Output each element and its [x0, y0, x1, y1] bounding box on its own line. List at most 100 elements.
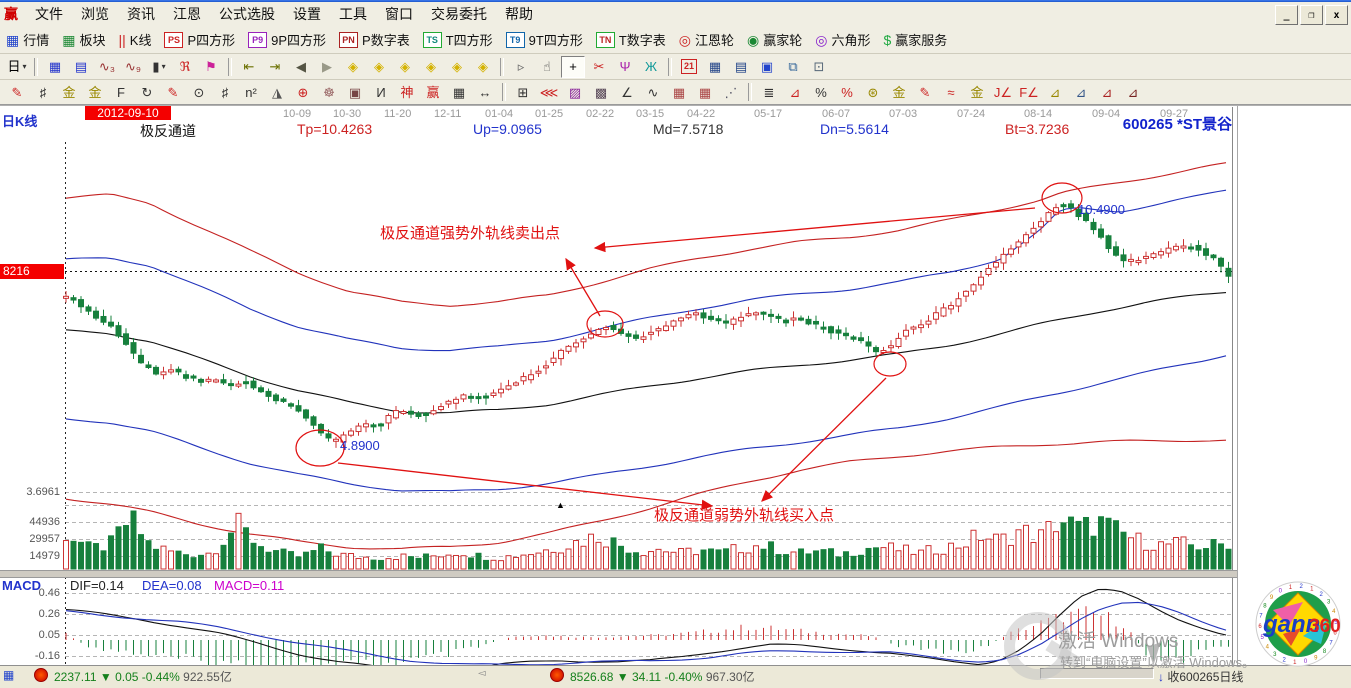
f-angle-icon[interactable]: F∠	[1019, 84, 1039, 100]
ruler2-icon[interactable]: ♯	[221, 84, 229, 100]
shortcut-p-table[interactable]: PN P数字表	[339, 30, 410, 49]
chart-area[interactable]: 10-09 10-30 11-20 12-11 01-04 01-25 02-22 03-15…	[0, 105, 1351, 666]
gann-horizontal-icon[interactable]: ◈	[400, 59, 410, 74]
fan-lines-icon[interactable]: ⋘	[539, 84, 559, 100]
menu-item-工具[interactable]: 工具	[339, 6, 367, 22]
menu-item-江恩[interactable]: 江恩	[173, 6, 201, 22]
sell-point-annotation[interactable]: 极反通道强势外轨线卖出点	[380, 225, 561, 242]
gold2-angle-icon[interactable]: ⊿	[1049, 84, 1061, 100]
brush-icon[interactable]: ✎	[11, 84, 23, 100]
pen-red-icon[interactable]: ✎	[167, 84, 179, 100]
zigzag-icon[interactable]: ∿	[647, 84, 659, 100]
shortcut-sector[interactable]: ▦ 板块	[62, 30, 105, 49]
gold-circle-icon[interactable]: ⊛	[867, 84, 879, 100]
wave3-icon[interactable]: ∿₃	[98, 59, 116, 74]
shortcut-9t-square[interactable]: T9 9T四方形	[505, 30, 583, 49]
shen-tool-icon[interactable]: 神	[400, 84, 414, 100]
erase-line-icon[interactable]: ✂	[593, 59, 605, 74]
shortcut-kline[interactable]: || K线	[119, 30, 152, 49]
gann-right-icon[interactable]: ◈	[374, 59, 384, 74]
shortcut-hexagon[interactable]: ◎ 六角形	[815, 30, 870, 49]
gann-full-icon[interactable]: ◈	[478, 59, 488, 74]
shortcut-9p-square[interactable]: P9 9P四方形	[248, 30, 326, 49]
candle-style-selector[interactable]: ▮ ▾	[152, 59, 166, 74]
menu-item-设置[interactable]: 设置	[293, 6, 321, 22]
dark-box-icon[interactable]: ▩	[594, 84, 608, 100]
shortcut-winner-wheel[interactable]: ◉ 赢家轮	[747, 30, 802, 49]
rays-icon[interactable]: ⋰	[724, 84, 738, 100]
calculator-icon[interactable]: ▦	[708, 59, 722, 74]
pointer-icon[interactable]: ▹	[517, 59, 525, 74]
gann-left-icon[interactable]: ◈	[348, 59, 358, 74]
menu-item-窗口[interactable]: 窗口	[385, 6, 413, 22]
golden-box-icon[interactable]: 金	[88, 84, 102, 100]
minimize-button[interactable]: _	[1275, 5, 1298, 25]
grid-red-icon[interactable]: ▦	[672, 84, 686, 100]
menu-item-资讯[interactable]: 资讯	[127, 6, 155, 22]
draw-teal-icon[interactable]: Ж	[644, 59, 657, 74]
buy-point-annotation[interactable]: 极反通道弱势外轨线买入点	[654, 507, 835, 524]
shortcut-winner-service[interactable]: $ 赢家服务	[883, 30, 947, 49]
gann-expand-icon[interactable]: ◈	[452, 59, 462, 74]
angle-pen-icon[interactable]: ∠	[621, 84, 633, 100]
index2-quote[interactable]: 8526.68 ▼ 34.11 -0.40% 967.30亿	[570, 670, 755, 684]
menu-item-文件[interactable]: 文件	[35, 6, 63, 22]
next-bar-icon[interactable]: ▶	[322, 59, 332, 74]
fib-icon[interactable]: F	[117, 84, 125, 100]
shortcut-quote[interactable]: ▦ 行情	[6, 30, 49, 49]
period-day-selector[interactable]: 日 ▾	[7, 59, 27, 74]
menu-item-交易委托[interactable]: 交易委托	[431, 6, 487, 22]
shortcut-t-square[interactable]: TS T四方形	[422, 30, 493, 49]
wave9-icon[interactable]: ∿₉	[124, 59, 142, 74]
shortcut-p-square[interactable]: PS P四方形	[164, 30, 235, 49]
last-bar-icon[interactable]: ⇥	[269, 59, 281, 74]
percent-tri-icon[interactable]: ⊿	[789, 84, 801, 100]
pane-scroll-left-icon[interactable]: ◅	[478, 668, 486, 679]
speed-angle-icon[interactable]: ⊿	[1075, 84, 1087, 100]
n2-icon[interactable]: n²	[245, 84, 257, 100]
calendar-icon[interactable]: 21	[677, 56, 701, 78]
index1-quote[interactable]: 2237.11 ▼ 0.05 -0.44% 922.55亿	[54, 670, 232, 684]
notepad-icon[interactable]: ▤	[734, 59, 748, 74]
j-angle-icon[interactable]: J∠	[993, 84, 1013, 100]
info-doc-icon[interactable]: ▤	[74, 59, 88, 74]
gann-vertical-icon[interactable]: ◈	[426, 59, 436, 74]
compass-icon[interactable]: ◮	[272, 84, 282, 100]
ink-icon[interactable]: ✎	[919, 84, 931, 100]
restore-button[interactable]: ❐	[1300, 5, 1323, 25]
stats-icon[interactable]: ≣	[763, 84, 775, 100]
shortcut-t-table[interactable]: TN T数字表	[595, 30, 666, 49]
price-chart-canvas[interactable]	[0, 106, 1237, 666]
channel-wave-icon[interactable]: ≈	[947, 84, 955, 100]
cycle-circle-icon[interactable]: ⊙	[193, 84, 205, 100]
gold-line-icon[interactable]: 金	[892, 84, 906, 100]
target-box-icon[interactable]: ▣	[348, 84, 362, 100]
shortcut-gann-wheel[interactable]: ◎ 江恩轮	[679, 30, 734, 49]
four-angle-icon[interactable]: ⊿	[1127, 84, 1139, 100]
crosshair-icon[interactable]: +	[561, 55, 585, 78]
menu-item-公式选股[interactable]: 公式选股	[219, 6, 275, 22]
golden-section-icon[interactable]: 金	[62, 84, 76, 100]
draw-purple-icon[interactable]: Ψ	[619, 59, 631, 74]
prev-bar-icon[interactable]: ◀	[296, 59, 306, 74]
close-button[interactable]: x	[1325, 5, 1348, 25]
target-dot-icon[interactable]: ☸	[323, 84, 335, 100]
menu-item-浏览[interactable]: 浏览	[81, 6, 109, 22]
flag-icon[interactable]: ⚑	[205, 59, 217, 74]
save-icon[interactable]: ▣	[760, 59, 774, 74]
purple-box-icon[interactable]: ▨	[568, 84, 582, 100]
width-measure-icon[interactable]: ↔	[478, 84, 492, 100]
grid-count-icon[interactable]: ▦	[452, 84, 466, 100]
first-bar-icon[interactable]: ⇤	[243, 59, 255, 74]
pattern-match-icon[interactable]: ▦	[48, 59, 62, 74]
percent-line-icon[interactable]: %	[841, 84, 853, 100]
copy-chart-icon[interactable]: ⧉	[788, 59, 798, 74]
gann-ruler-icon[interactable]: ♯	[39, 84, 47, 100]
spiral-icon[interactable]: ↻	[141, 84, 153, 100]
hand-drag-icon[interactable]: ☝	[543, 59, 551, 74]
percent-icon[interactable]: %	[815, 84, 827, 100]
formula-manager-icon[interactable]: ℜ	[179, 59, 191, 74]
box-frame-icon[interactable]: ⊞	[517, 84, 529, 100]
target-red-icon[interactable]: ⊕	[297, 84, 309, 100]
win-angle-icon[interactable]: ⊿	[1101, 84, 1113, 100]
